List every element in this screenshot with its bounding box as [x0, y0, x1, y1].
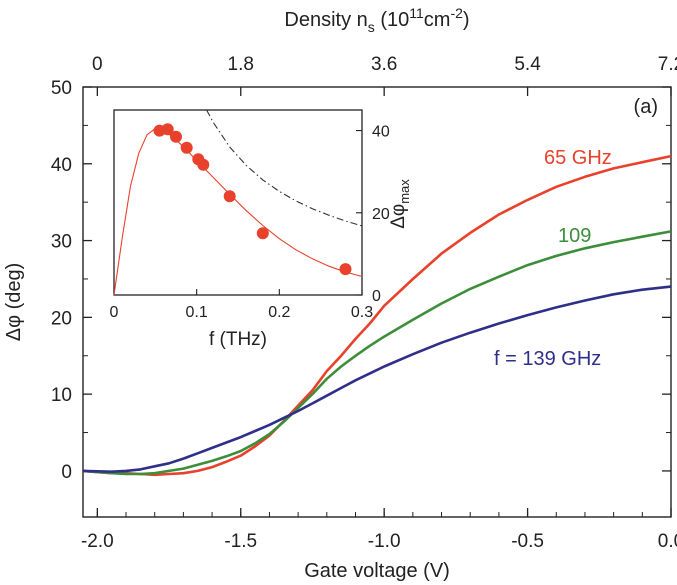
x-tick-label: -2.0	[81, 531, 114, 552]
series-line-2	[82, 285, 672, 474]
panel-label: (a)	[634, 96, 658, 118]
main-axis-ticks: -2.0 -1.5 -1.0 -0.5 0.0 0 1.8 3.6 5.4 7.2 0 10 20 30 4…	[51, 54, 677, 552]
series-lines	[82, 154, 672, 477]
y-tick-label: 20	[51, 308, 72, 329]
top-axis-title: Density ns (1011cm-2)	[284, 5, 469, 35]
inset-y-tick-label: 0	[372, 288, 381, 305]
y-axis-title: Δφ (deg)	[3, 263, 25, 342]
series-label-65ghz: 65 GHz	[544, 147, 612, 169]
series-label-139ghz: f = 139 GHz	[494, 348, 601, 370]
x-axis-title: Gate voltage (V)	[304, 560, 450, 582]
x-tick-label: -1.0	[368, 531, 401, 552]
top-tick-label: 5.4	[514, 54, 541, 75]
plot-frame	[82, 86, 672, 518]
inset-x-tick-label: 0.1	[186, 304, 208, 321]
inset-x-tick-label: 0.3	[351, 304, 373, 321]
y-tick-label: 10	[51, 385, 72, 406]
inset-y-tick-label: 40	[372, 124, 390, 141]
inset-x-axis-title: f (THz)	[209, 329, 267, 350]
y-tick-label: 30	[51, 232, 72, 253]
top-tick-label: 0	[92, 54, 103, 75]
top-tick-label: 7.2	[658, 54, 677, 75]
inset-x-tick-label: 0.2	[268, 304, 290, 321]
inset-data-point	[339, 263, 352, 276]
inset-data-point	[161, 123, 174, 136]
top-tick-label: 3.6	[371, 54, 397, 75]
x-tick-label: 0.0	[658, 531, 677, 552]
inset-data-point	[197, 158, 210, 171]
y-tick-label: 50	[51, 78, 72, 99]
inset-dashdot-curve	[206, 109, 363, 227]
inset-y-axis-title: Δφmax	[388, 179, 412, 229]
x-tick-label: -1.5	[224, 531, 257, 552]
series-label-109: 109	[558, 225, 591, 247]
series-line-1	[82, 230, 672, 476]
y-tick-label: 0	[61, 462, 72, 483]
series-line-0	[82, 154, 672, 477]
inset-y-tick-label: 20	[372, 206, 390, 223]
inset-data-point	[180, 141, 193, 154]
x-tick-label: -0.5	[511, 531, 544, 552]
inset-data-point	[170, 130, 182, 143]
top-tick-label: 1.8	[228, 54, 254, 75]
inset-data-point	[223, 190, 236, 203]
inset-data-point	[256, 227, 269, 240]
y-tick-label: 40	[51, 155, 72, 176]
inset-x-tick-label: 0	[110, 304, 119, 321]
